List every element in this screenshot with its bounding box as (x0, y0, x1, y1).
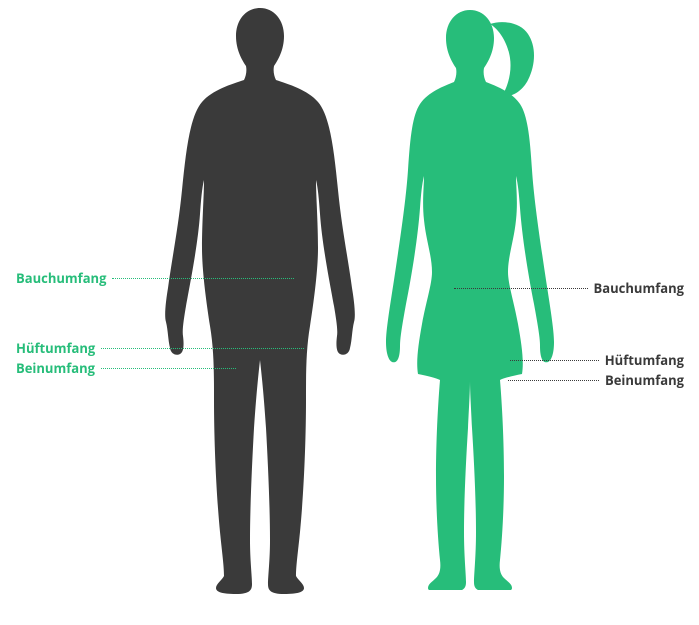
label-right-beinumfang: Beinumfang (502, 372, 684, 388)
female-body-path (386, 10, 554, 590)
label-text: Beinumfang (16, 359, 95, 377)
label-right-hueftumfang: Hüftumfang (504, 352, 684, 368)
connector-line (508, 380, 599, 381)
male-body-path (165, 8, 355, 594)
label-text: Bauchumfang (16, 269, 106, 287)
label-text: Bauchumfang (594, 279, 684, 297)
female-ponytail (490, 22, 534, 96)
label-right-bauchumfang: Bauchumfang (448, 280, 684, 296)
label-left-beinumfang: Beinumfang (16, 360, 242, 376)
male-silhouette (150, 0, 370, 600)
connector-line (101, 348, 304, 349)
connector-line (112, 278, 294, 279)
measurement-diagram: Bauchumfang Hüftumfang Beinumfang Bauchu… (0, 0, 699, 625)
connector-line (101, 368, 236, 369)
label-text: Hüftumfang (16, 339, 95, 357)
connector-line (454, 288, 588, 289)
label-left-bauchumfang: Bauchumfang (16, 270, 300, 286)
connector-line (510, 360, 599, 361)
label-text: Beinumfang (605, 371, 684, 389)
label-text: Hüftumfang (605, 351, 684, 369)
label-left-hueftumfang: Hüftumfang (16, 340, 310, 356)
